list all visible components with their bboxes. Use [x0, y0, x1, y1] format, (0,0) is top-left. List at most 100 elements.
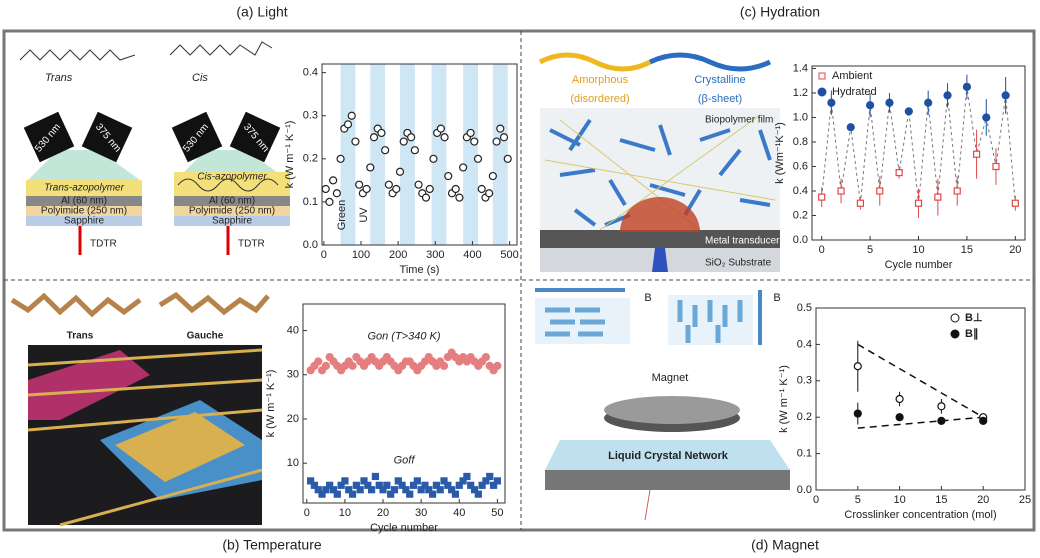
x-tick-label: 30 — [415, 507, 427, 519]
x-tick-label: 10 — [912, 244, 924, 256]
x-tick-label: 0 — [813, 494, 819, 506]
point — [1001, 91, 1010, 100]
label: Amorphous — [572, 74, 629, 86]
x-tick-label: 5 — [867, 244, 873, 256]
label: Al (60 nm) — [209, 196, 255, 207]
label: Liquid Crystal Network — [608, 450, 729, 462]
y-tick-label: 0.6 — [793, 160, 808, 172]
point — [499, 133, 509, 142]
point — [314, 357, 323, 366]
point — [322, 486, 330, 494]
stack: 530 nm 375 nm Trans-azopolymer Al (60 nm… — [23, 111, 142, 255]
point — [366, 163, 375, 172]
point — [478, 481, 486, 489]
band — [492, 64, 508, 245]
point — [982, 113, 991, 122]
point — [329, 176, 338, 185]
y-tick-label: 0.4 — [793, 185, 808, 197]
x-tick-label: 0 — [321, 249, 327, 261]
point — [398, 481, 406, 489]
series-label: Goff — [394, 454, 416, 466]
annotation: UV — [358, 207, 370, 223]
lcn — [545, 440, 790, 470]
y-axis-label: k (W m⁻¹ K⁻¹) — [284, 121, 296, 189]
point — [307, 477, 315, 485]
x-axis-label: Cycle number — [370, 522, 438, 534]
point — [395, 167, 405, 176]
label: TDTR — [238, 239, 265, 250]
layer — [174, 196, 290, 206]
label: B — [644, 292, 651, 304]
point — [336, 154, 345, 163]
label: Biopolymer film — [705, 115, 773, 126]
point — [466, 128, 475, 138]
point — [937, 416, 946, 425]
point — [310, 481, 319, 489]
point — [485, 189, 494, 198]
point — [390, 486, 399, 494]
point — [482, 477, 490, 485]
point — [332, 189, 341, 198]
y-tick-label: 0.0 — [797, 484, 812, 496]
point — [321, 361, 330, 371]
point — [321, 184, 330, 194]
band — [431, 64, 447, 245]
point — [943, 91, 952, 100]
x-tick-label: 300 — [426, 249, 444, 261]
layer — [174, 172, 290, 196]
point — [493, 477, 501, 485]
point — [477, 184, 486, 194]
band — [463, 64, 478, 245]
point — [865, 101, 875, 110]
point — [934, 193, 942, 201]
legend-swatch — [818, 72, 826, 80]
legend-swatch — [817, 87, 827, 97]
beam — [644, 489, 651, 521]
point — [413, 477, 421, 485]
point — [470, 486, 479, 494]
y-tick-label: 20 — [287, 413, 299, 425]
y-tick-label: 0.4 — [797, 338, 812, 350]
legend-swatch — [950, 329, 960, 339]
x-tick-label: 50 — [491, 507, 503, 519]
point — [467, 481, 475, 489]
wire — [27, 348, 263, 367]
label: Al (60 nm) — [61, 196, 107, 207]
point — [379, 486, 387, 494]
layer — [26, 206, 142, 216]
point — [488, 171, 497, 181]
band — [400, 64, 415, 245]
y-tick-label: 1.0 — [793, 111, 808, 123]
y-tick-label: 10 — [287, 457, 299, 469]
x-tick-label: 5 — [855, 494, 861, 506]
point — [387, 490, 395, 498]
y-tick-label: 30 — [287, 369, 299, 381]
point — [474, 490, 482, 498]
label: TDTR — [90, 239, 117, 250]
plot-frame — [815, 307, 1026, 491]
point — [355, 180, 364, 189]
illustration-d: B B Magnet Liquid Crystal Network — [535, 288, 790, 521]
point — [818, 193, 826, 201]
point — [904, 107, 913, 116]
point — [856, 199, 865, 207]
point — [375, 481, 383, 489]
point — [333, 490, 341, 498]
mesogens — [545, 307, 605, 337]
legend-label: Ambient — [832, 70, 872, 82]
x-tick-label: 20 — [977, 494, 989, 506]
annotation: Green — [336, 200, 348, 231]
point — [853, 409, 862, 418]
x-tick-label: 0 — [819, 244, 825, 256]
label: Trans-azopolymer — [44, 183, 125, 194]
point — [455, 481, 463, 489]
laser — [23, 111, 75, 163]
point — [448, 486, 456, 494]
y-tick-label: 0.3 — [797, 375, 812, 387]
y-tick-label: 0.0 — [303, 239, 318, 251]
point — [348, 490, 357, 498]
y-tick-label: 0.1 — [303, 196, 318, 208]
x-tick-label: 20 — [1009, 244, 1021, 256]
point — [362, 184, 371, 194]
